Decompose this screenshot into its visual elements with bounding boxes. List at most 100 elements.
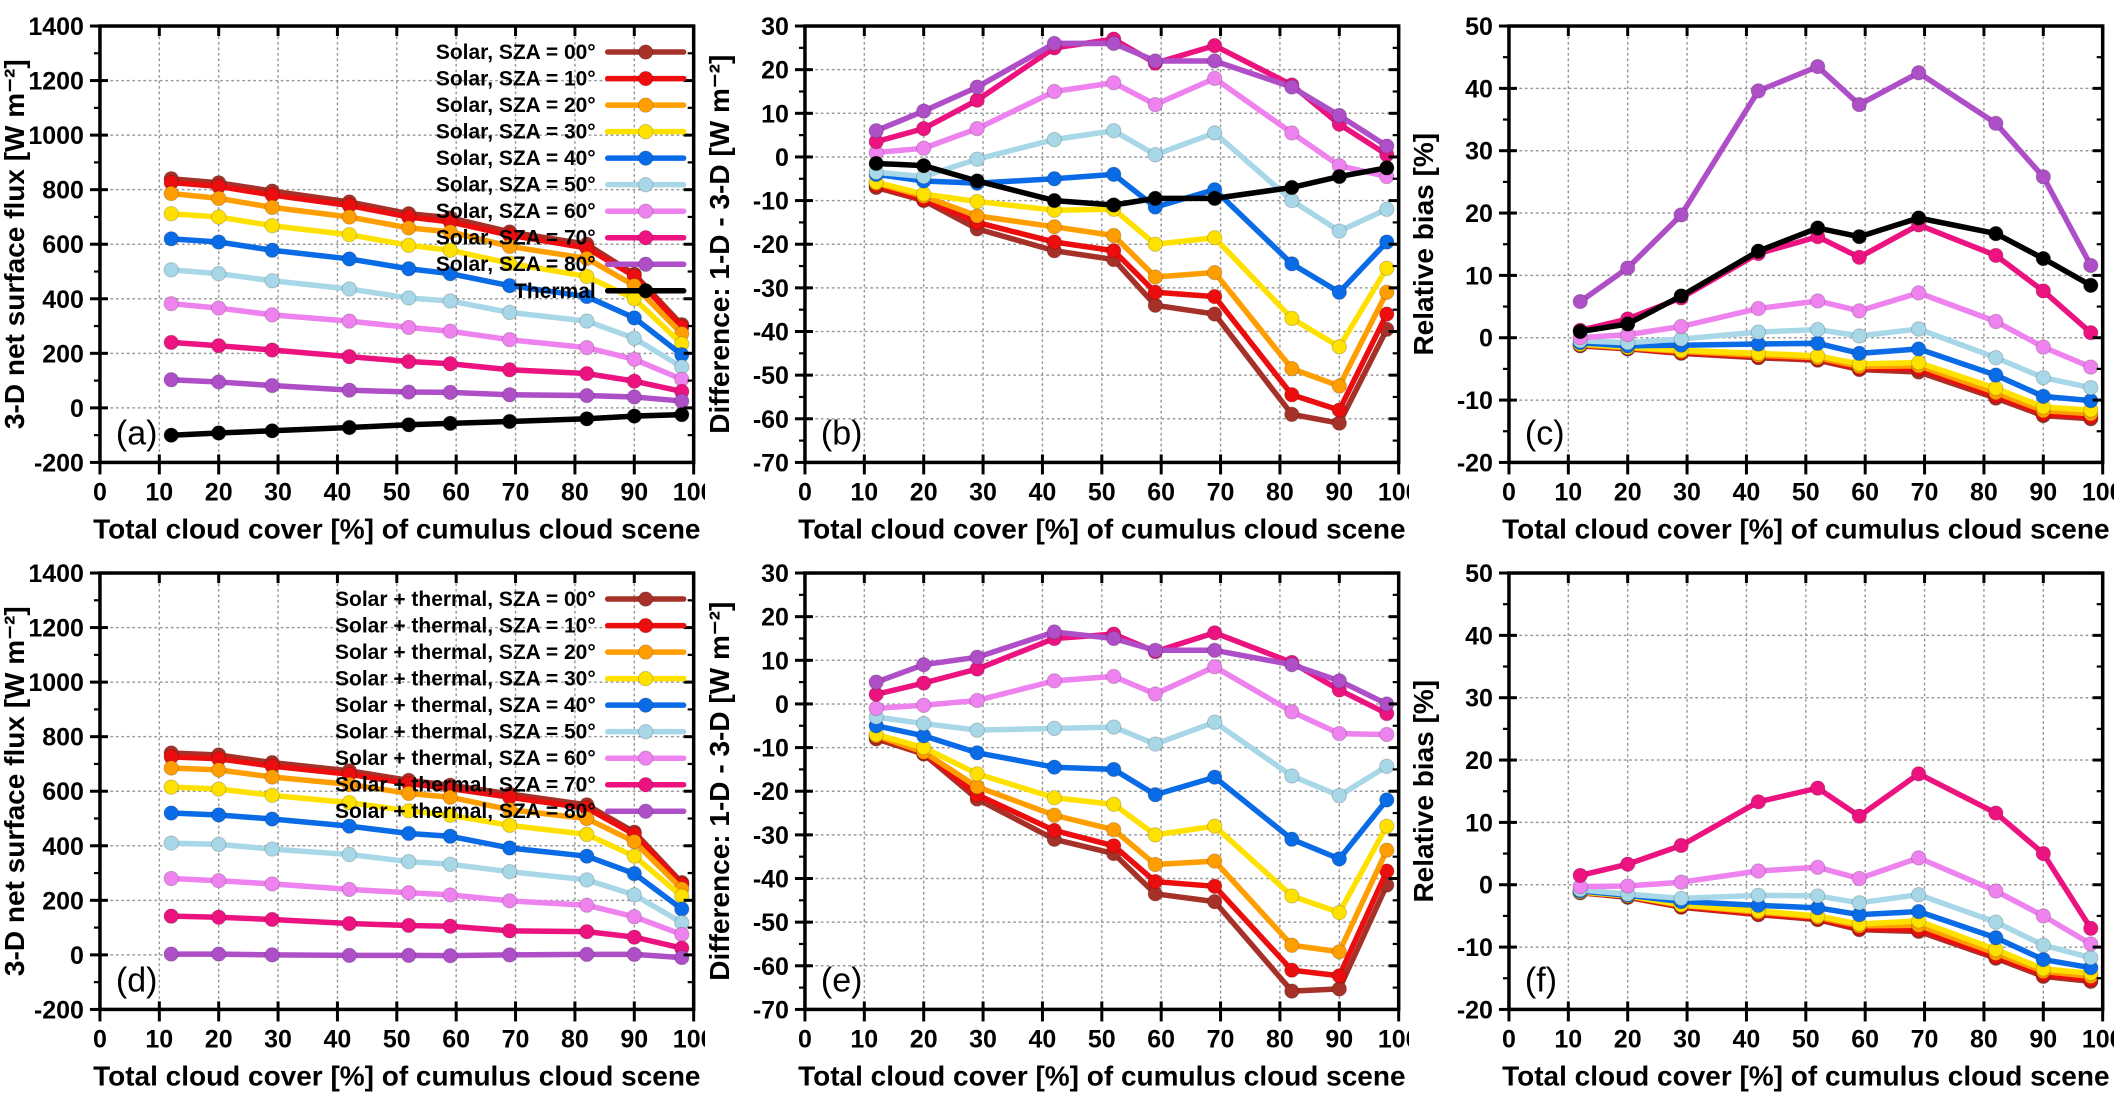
svg-text:0: 0 xyxy=(93,1025,107,1053)
svg-text:600: 600 xyxy=(42,778,84,806)
svg-text:40: 40 xyxy=(1465,622,1493,650)
svg-text:-200: -200 xyxy=(34,996,84,1024)
svg-text:100: 100 xyxy=(673,478,705,506)
svg-text:40: 40 xyxy=(324,478,352,506)
svg-text:90: 90 xyxy=(1325,1025,1353,1053)
svg-text:40: 40 xyxy=(1733,1025,1761,1053)
svg-text:60: 60 xyxy=(442,478,470,506)
svg-text:50: 50 xyxy=(1088,478,1116,506)
svg-text:-20: -20 xyxy=(1457,449,1493,477)
svg-text:10: 10 xyxy=(761,100,789,128)
svg-text:1200: 1200 xyxy=(28,614,84,642)
svg-text:Relative bias [%]: Relative bias [%] xyxy=(1409,133,1439,356)
svg-text:(d): (d) xyxy=(116,961,158,999)
svg-text:60: 60 xyxy=(1147,1025,1175,1053)
svg-text:Solar + thermal, SZA = 70°: Solar + thermal, SZA = 70° xyxy=(335,773,596,796)
svg-text:Solar + thermal, SZA = 50°: Solar + thermal, SZA = 50° xyxy=(335,720,596,743)
svg-text:Total cloud cover [%] of cumul: Total cloud cover [%] of cumulus cloud s… xyxy=(798,1060,1405,1091)
svg-text:Solar, SZA = 60°: Solar, SZA = 60° xyxy=(436,200,596,223)
svg-text:(a): (a) xyxy=(116,414,158,452)
svg-text:20: 20 xyxy=(205,1025,233,1053)
svg-text:3-D net surface flux [W m⁻²]: 3-D net surface flux [W m⁻²] xyxy=(0,606,30,976)
svg-text:10: 10 xyxy=(850,1025,878,1053)
svg-text:600: 600 xyxy=(42,231,84,259)
svg-text:Solar + thermal, SZA = 60°: Solar + thermal, SZA = 60° xyxy=(335,747,596,770)
panel-a: 0 10 20 30 40 50 60 70 80 90 100 -200 0 200 400 600 800 1… xyxy=(0,0,705,547)
svg-text:40: 40 xyxy=(1028,478,1056,506)
svg-text:(c): (c) xyxy=(1525,414,1565,452)
svg-text:20: 20 xyxy=(1465,747,1493,775)
svg-text:70: 70 xyxy=(1911,1025,1939,1053)
svg-text:30: 30 xyxy=(1674,478,1702,506)
svg-text:100: 100 xyxy=(1377,478,1409,506)
svg-text:10: 10 xyxy=(1465,262,1493,290)
svg-text:800: 800 xyxy=(42,177,84,205)
svg-text:50: 50 xyxy=(1465,560,1493,588)
svg-text:Difference: 1-D - 3-D [W m⁻²]: Difference: 1-D - 3-D [W m⁻²] xyxy=(705,55,735,434)
svg-text:40: 40 xyxy=(1028,1025,1056,1053)
svg-text:50: 50 xyxy=(1465,13,1493,41)
svg-text:40: 40 xyxy=(324,1025,352,1053)
panel-d-chart: 0 10 20 30 40 50 60 70 80 90 100 -200 0 200 400 600 800 1… xyxy=(0,546,705,1093)
panel-e: 0102030405060708090100-70-60-50-40-30-20… xyxy=(704,546,1410,1093)
svg-text:0: 0 xyxy=(70,941,84,969)
svg-text:400: 400 xyxy=(42,832,84,860)
svg-text:Total cloud cover [%] of cumul: Total cloud cover [%] of cumulus cloud s… xyxy=(1502,513,2109,544)
svg-text:-200: -200 xyxy=(34,449,84,477)
panel-a-chart: 0 10 20 30 40 50 60 70 80 90 100 -200 0 200 400 600 800 1… xyxy=(0,0,705,547)
svg-text:1200: 1200 xyxy=(28,68,84,96)
svg-text:0: 0 xyxy=(70,395,84,423)
svg-text:80: 80 xyxy=(1970,478,1998,506)
svg-text:-20: -20 xyxy=(753,778,789,806)
svg-text:(b): (b) xyxy=(821,414,863,452)
svg-text:Relative bias [%]: Relative bias [%] xyxy=(1409,679,1439,902)
svg-text:1400: 1400 xyxy=(28,560,84,588)
svg-text:0: 0 xyxy=(1479,871,1493,899)
svg-text:Solar, SZA = 00°: Solar, SZA = 00° xyxy=(436,41,596,64)
panel-b: 0102030405060708090100-70-60-50-40-30-20… xyxy=(704,0,1410,547)
svg-text:0: 0 xyxy=(775,144,789,172)
svg-text:Solar, SZA = 30°: Solar, SZA = 30° xyxy=(436,121,596,144)
svg-text:50: 50 xyxy=(383,1025,411,1053)
svg-text:90: 90 xyxy=(1325,478,1353,506)
svg-text:10: 10 xyxy=(1555,1025,1583,1053)
svg-text:20: 20 xyxy=(1614,1025,1642,1053)
svg-text:-40: -40 xyxy=(753,318,789,346)
svg-text:20: 20 xyxy=(1614,478,1642,506)
svg-text:80: 80 xyxy=(1266,1025,1294,1053)
svg-text:50: 50 xyxy=(1792,1025,1820,1053)
svg-text:10: 10 xyxy=(1555,478,1583,506)
svg-text:0: 0 xyxy=(93,478,107,506)
svg-text:30: 30 xyxy=(264,478,292,506)
svg-text:60: 60 xyxy=(1852,1025,1880,1053)
svg-text:-70: -70 xyxy=(753,996,789,1024)
svg-text:50: 50 xyxy=(1792,478,1820,506)
svg-text:-20: -20 xyxy=(1457,996,1493,1024)
svg-text:20: 20 xyxy=(909,1025,937,1053)
svg-text:60: 60 xyxy=(442,1025,470,1053)
svg-text:30: 30 xyxy=(264,1025,292,1053)
svg-text:30: 30 xyxy=(969,1025,997,1053)
svg-text:20: 20 xyxy=(761,57,789,85)
svg-text:-20: -20 xyxy=(753,231,789,259)
svg-text:20: 20 xyxy=(761,603,789,631)
svg-text:90: 90 xyxy=(620,478,648,506)
panel-f: 0 10 20 30 40 50 60 70 80 90 100 -20 -10 0 10 20 30 40 50 T… xyxy=(1409,546,2114,1093)
svg-text:-50: -50 xyxy=(753,909,789,937)
svg-text:10: 10 xyxy=(850,478,878,506)
svg-text:70: 70 xyxy=(1206,478,1234,506)
svg-text:70: 70 xyxy=(1206,1025,1234,1053)
panel-f-chart: 0 10 20 30 40 50 60 70 80 90 100 -20 -10 0 10 20 30 40 50 T… xyxy=(1409,546,2114,1093)
svg-text:-40: -40 xyxy=(753,865,789,893)
svg-text:30: 30 xyxy=(969,478,997,506)
svg-text:80: 80 xyxy=(561,1025,589,1053)
svg-text:60: 60 xyxy=(1147,478,1175,506)
svg-text:80: 80 xyxy=(1266,478,1294,506)
svg-text:Solar + thermal, SZA = 30°: Solar + thermal, SZA = 30° xyxy=(335,667,596,690)
svg-text:200: 200 xyxy=(42,887,84,915)
panel-e-chart: 0102030405060708090100-70-60-50-40-30-20… xyxy=(704,546,1410,1093)
svg-text:100: 100 xyxy=(1377,1025,1409,1053)
svg-text:1000: 1000 xyxy=(28,122,84,150)
svg-text:90: 90 xyxy=(620,1025,648,1053)
